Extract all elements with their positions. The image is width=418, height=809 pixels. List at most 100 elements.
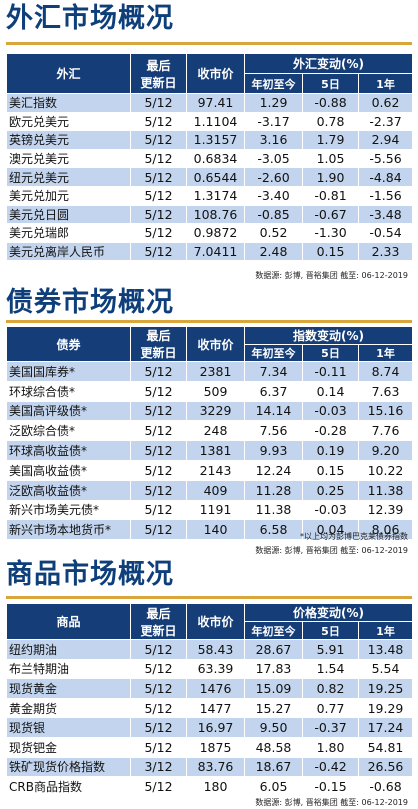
- cell-name: 铁矿现货价格指数: [6, 756, 131, 778]
- cell-date: 5/12: [130, 111, 187, 132]
- cell-close: 58.43: [186, 639, 245, 660]
- fx-header-close: 收市价: [186, 53, 245, 94]
- fx-title-underline: [6, 42, 412, 45]
- cell-date: 5/12: [130, 185, 187, 206]
- cell-ytd: 6.05: [244, 776, 303, 797]
- cell-close: 1191: [186, 499, 245, 521]
- cell-name: 美汇指数: [6, 93, 131, 113]
- table-row: 泛欧综合债* 5/12 248 7.56 -0.28 7.76: [6, 420, 413, 442]
- cell-close: 409: [186, 479, 245, 501]
- cell-name: 美元兑加元: [6, 185, 131, 206]
- cell-name: 美国国库券*: [6, 361, 131, 382]
- cell-name: 美元兑日圆: [6, 204, 131, 225]
- cell-d5: 1.79: [302, 130, 359, 150]
- cell-name: 美元兑瑞郎: [6, 223, 131, 243]
- table-row: 美元兑加元 5/12 1.3174 -3.40 -0.81 -1.56: [6, 185, 413, 206]
- cell-close: 16.97: [186, 717, 245, 738]
- cell-ytd: 1.29: [244, 93, 303, 113]
- cell-name: 澳元兑美元: [6, 148, 131, 169]
- table-row: 欧元兑美元 5/12 1.1104 -3.17 0.78 -2.37: [6, 111, 413, 132]
- cell-d5: 0.19: [302, 440, 359, 461]
- bond-header-name: 债券: [6, 326, 131, 362]
- cell-y1: 8.06: [358, 519, 413, 541]
- cell-d5: -0.67: [302, 204, 359, 225]
- table-row: 现货银 5/12 16.97 9.50 -0.37 17.24: [6, 717, 413, 738]
- table-row: 泛欧高收益债* 5/12 409 11.28 0.25 11.38: [6, 479, 413, 501]
- cell-ytd: -3.05: [244, 148, 303, 169]
- table-row: 美国高收益债* 5/12 2143 12.24 0.15 10.22: [6, 459, 413, 481]
- cell-date: 5/12: [130, 223, 187, 243]
- cell-date: 5/12: [130, 658, 187, 680]
- cell-ytd: 15.27: [244, 697, 303, 719]
- cell-name: 美国高收益债*: [6, 459, 131, 481]
- cell-d5: 0.25: [302, 479, 359, 501]
- cell-d5: 0.14: [302, 380, 359, 402]
- cell-d5: 0.78: [302, 111, 359, 132]
- cell-ytd: 14.14: [244, 400, 303, 422]
- table-row: 环球综合债* 5/12 509 6.37 0.14 7.63: [6, 380, 413, 402]
- cell-ytd: 11.28: [244, 479, 303, 501]
- cell-d5: 1.90: [302, 167, 359, 187]
- table-row: 澳元兑美元 5/12 0.6834 -3.05 1.05 -5.56: [6, 148, 413, 169]
- table-row: 新兴市场美元债* 5/12 1191 11.38 -0.03 12.39: [6, 499, 413, 521]
- cell-ytd: -0.85: [244, 204, 303, 225]
- cell-close: 1381: [186, 440, 245, 461]
- cell-ytd: 9.93: [244, 440, 303, 461]
- cell-date: 5/12: [130, 440, 187, 461]
- cell-ytd: 11.38: [244, 499, 303, 521]
- table-row: 现货钯金 5/12 1875 48.58 1.80 54.81: [6, 736, 413, 758]
- cell-name: 新兴市场美元债*: [6, 499, 131, 521]
- cell-d5: 0.15: [302, 241, 359, 262]
- table-row: 美汇指数 5/12 97.41 1.29 -0.88 0.62: [6, 93, 413, 113]
- cell-date: 5/12: [130, 361, 187, 382]
- cell-y1: 19.29: [358, 697, 413, 719]
- cell-ytd: -2.60: [244, 167, 303, 187]
- cell-date: 5/12: [130, 420, 187, 442]
- bond-header-change: 指数变动(%): [244, 326, 413, 345]
- cell-date: 5/12: [130, 717, 187, 738]
- cell-ytd: 17.83: [244, 658, 303, 680]
- cell-d5: -0.03: [302, 499, 359, 521]
- cell-y1: 7.63: [358, 380, 413, 402]
- bond-table: 债券 最后 更新日 收市价 指数变动(%) 年初至今 5日 1年 美国国库券* 5/…: [6, 326, 413, 541]
- cell-y1: -0.54: [358, 223, 413, 243]
- cell-y1: 10.22: [358, 459, 413, 481]
- cell-name: 环球高收益债*: [6, 440, 131, 461]
- fx-header-5d: 5日: [302, 73, 359, 94]
- cell-y1: 2.94: [358, 130, 413, 150]
- cell-name: 欧元兑美元: [6, 111, 131, 132]
- cell-y1: 5.54: [358, 658, 413, 680]
- cell-name: 美国高评级债*: [6, 400, 131, 422]
- cell-date: 5/12: [130, 639, 187, 660]
- cell-y1: 15.16: [358, 400, 413, 422]
- fx-header-1y: 1年: [358, 73, 413, 94]
- bond-title-underline: [6, 320, 412, 323]
- cell-date: 5/12: [130, 678, 187, 699]
- commodity-header-name: 商品: [6, 603, 131, 640]
- cell-ytd: 6.37: [244, 380, 303, 402]
- cell-d5: 0.82: [302, 678, 359, 699]
- cell-y1: 13.48: [358, 639, 413, 660]
- cell-close: 2143: [186, 459, 245, 481]
- commodity-header-change: 价格变动(%): [244, 603, 413, 622]
- cell-ytd: 28.67: [244, 639, 303, 660]
- cell-name: 泛欧高收益债*: [6, 479, 131, 501]
- cell-d5: 5.91: [302, 639, 359, 660]
- bond-title: 债券市场概况: [6, 287, 174, 318]
- cell-date: 5/12: [130, 736, 187, 758]
- cell-close: 180: [186, 776, 245, 797]
- cell-d5: -0.37: [302, 717, 359, 738]
- cell-y1: 12.39: [358, 499, 413, 521]
- cell-close: 1.1104: [186, 111, 245, 132]
- table-row: 纽元兑美元 5/12 0.6544 -2.60 1.90 -4.84: [6, 167, 413, 187]
- cell-y1: 9.20: [358, 440, 413, 461]
- cell-d5: -0.28: [302, 420, 359, 442]
- bond-header-last-update: 最后 更新日: [130, 326, 187, 362]
- cell-ytd: -3.17: [244, 111, 303, 132]
- cell-ytd: 18.67: [244, 756, 303, 778]
- cell-d5: -0.88: [302, 93, 359, 113]
- cell-y1: 0.62: [358, 93, 413, 113]
- bond-header-close: 收市价: [186, 326, 245, 362]
- cell-d5: -1.30: [302, 223, 359, 243]
- table-row: 英镑兑美元 5/12 1.3157 3.16 1.79 2.94: [6, 130, 413, 150]
